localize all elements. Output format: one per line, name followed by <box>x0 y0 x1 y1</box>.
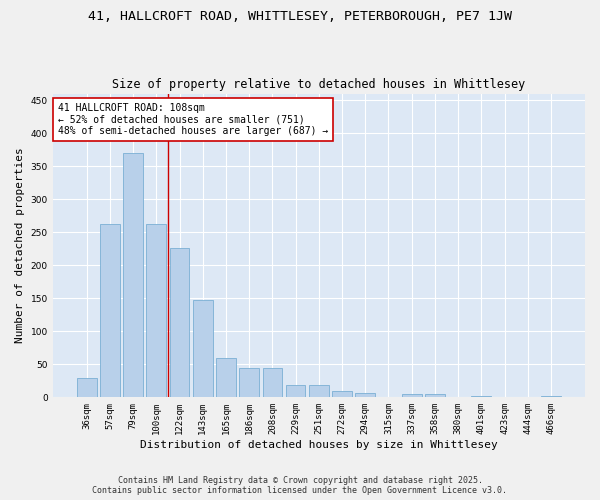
Text: 41, HALLCROFT ROAD, WHITTLESEY, PETERBOROUGH, PE7 1JW: 41, HALLCROFT ROAD, WHITTLESEY, PETERBOR… <box>88 10 512 23</box>
Bar <box>355 394 375 398</box>
Bar <box>100 224 120 398</box>
X-axis label: Distribution of detached houses by size in Whittlesey: Distribution of detached houses by size … <box>140 440 498 450</box>
Bar <box>332 390 352 398</box>
Bar <box>123 153 143 398</box>
Bar <box>263 368 282 398</box>
Bar <box>77 378 97 398</box>
Bar <box>216 358 236 398</box>
Bar <box>472 396 491 398</box>
Bar <box>309 386 329 398</box>
Bar <box>541 396 561 398</box>
Bar <box>286 386 305 398</box>
Bar <box>146 224 166 398</box>
Text: Contains HM Land Registry data © Crown copyright and database right 2025.
Contai: Contains HM Land Registry data © Crown c… <box>92 476 508 495</box>
Title: Size of property relative to detached houses in Whittlesey: Size of property relative to detached ho… <box>112 78 526 91</box>
Bar <box>425 394 445 398</box>
Bar <box>239 368 259 398</box>
Bar <box>170 248 190 398</box>
Bar <box>193 300 212 398</box>
Y-axis label: Number of detached properties: Number of detached properties <box>15 148 25 344</box>
Text: 41 HALLCROFT ROAD: 108sqm
← 52% of detached houses are smaller (751)
48% of semi: 41 HALLCROFT ROAD: 108sqm ← 52% of detac… <box>58 102 328 136</box>
Bar <box>402 394 422 398</box>
